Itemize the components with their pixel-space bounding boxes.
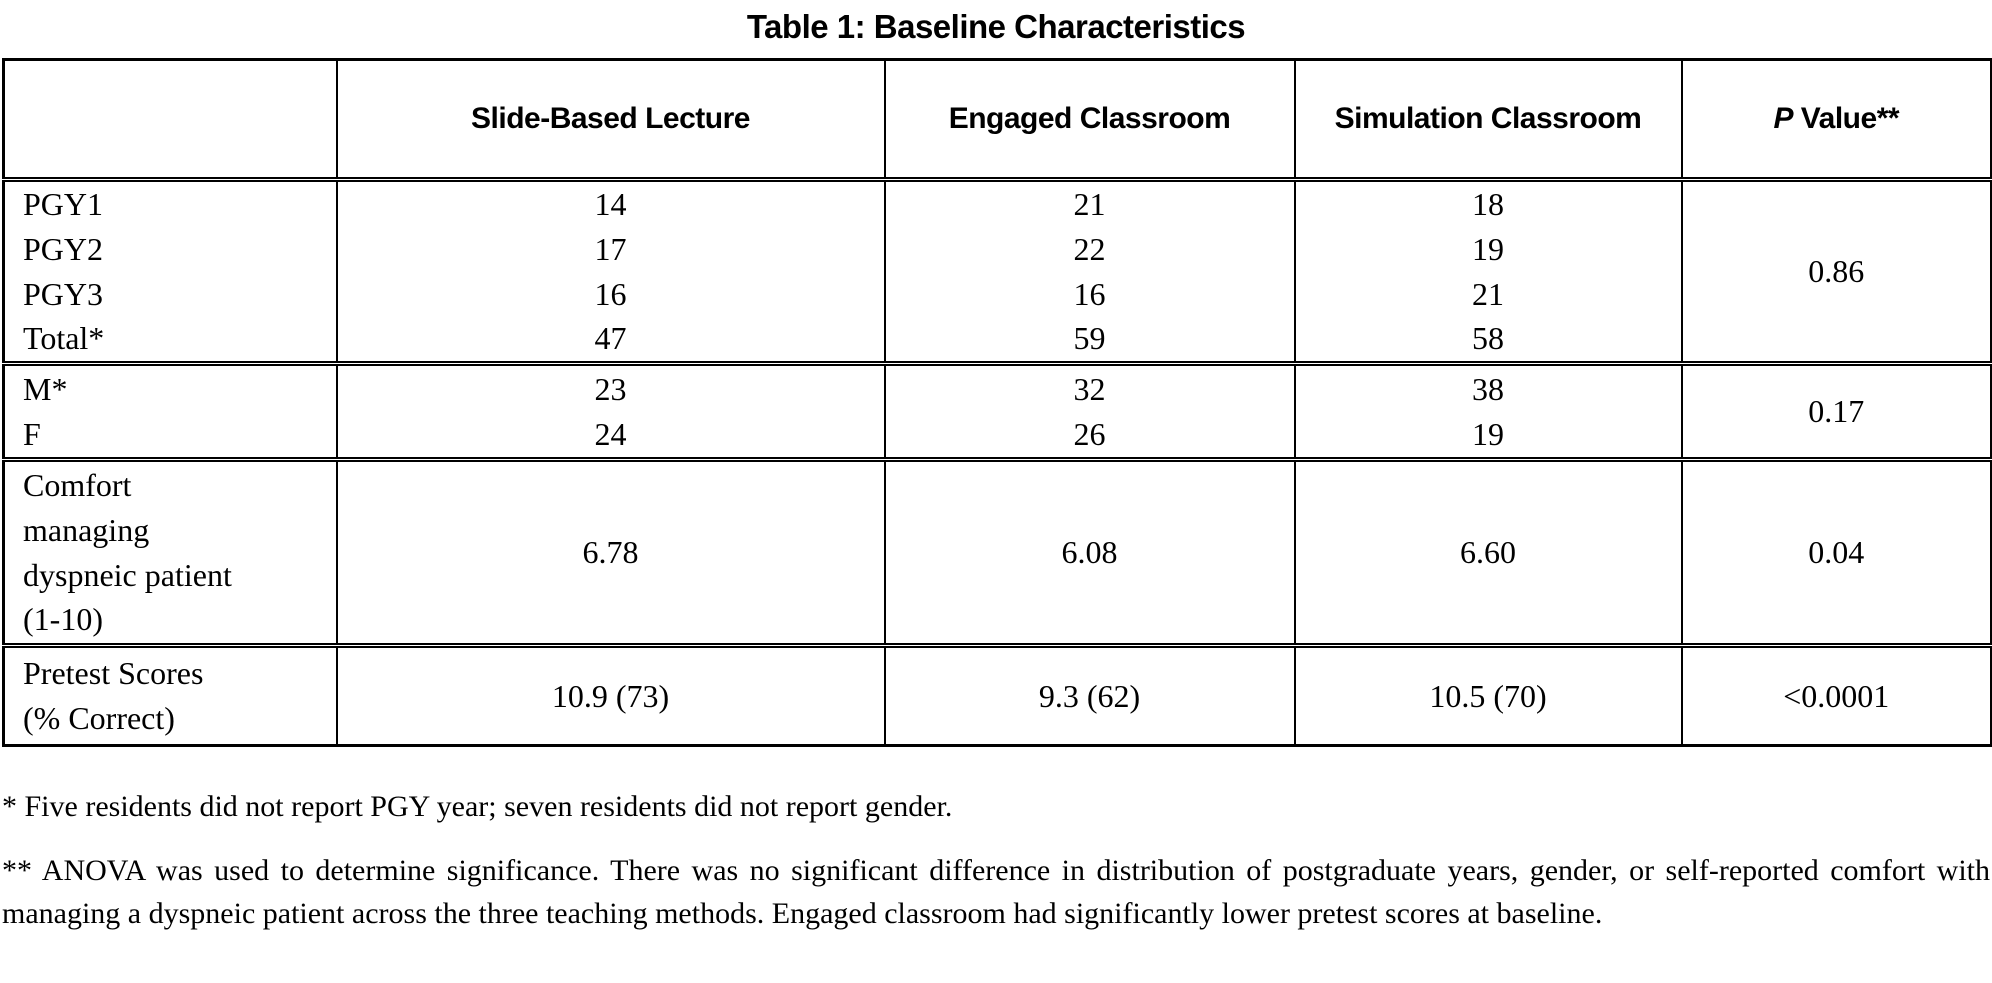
pgy-simulation-values: 18 19 21 58 <box>1293 176 1683 365</box>
table-title: Table 1: Baseline Characteristics <box>746 8 1246 45</box>
row-label-pretest: Pretest Scores (% Correct) <box>2 643 338 747</box>
pretest-slide-value: 10.9 (73) <box>335 643 886 747</box>
table-row-gender: M* F 23 24 32 26 38 19 0.17 <box>2 361 1992 461</box>
header-p-value: P Value** <box>1680 58 1992 181</box>
page: Table 1: Baseline Characteristics Slide-… <box>2 8 1992 931</box>
table-row-pretest: Pretest Scores (% Correct) 10.9 (73) 9.3… <box>2 643 1992 747</box>
gender-simulation-values: 38 19 <box>1293 361 1683 461</box>
comfort-p-value: 0.04 <box>1680 457 1992 647</box>
gender-engaged-values: 32 26 <box>883 361 1296 461</box>
comfort-engaged-value: 6.08 <box>883 457 1296 647</box>
pgy-engaged-values: 21 22 16 59 <box>883 176 1296 365</box>
baseline-characteristics-table: Slide-Based Lecture Engaged Classroom Si… <box>2 58 1992 748</box>
p-value-rest: Value** <box>1792 102 1900 135</box>
footnote-pgy-gender: * Five residents did not report PGY year… <box>2 790 953 824</box>
row-label-comfort: Comfort managing dyspneic patient (1-10) <box>2 457 338 647</box>
p-value-italic-p: P <box>1773 102 1793 135</box>
gender-slide-values: 23 24 <box>335 361 886 461</box>
pretest-engaged-value: 9.3 (62) <box>883 643 1296 747</box>
pretest-p-value: <0.0001 <box>1680 643 1992 747</box>
footnote-anova: ** ANOVA was used to determine significa… <box>2 853 1990 931</box>
comfort-simulation-value: 6.60 <box>1293 457 1683 647</box>
header-engaged-classroom: Engaged Classroom <box>883 58 1296 181</box>
pretest-simulation-value: 10.5 (70) <box>1293 643 1683 747</box>
header-empty-cell <box>2 58 338 181</box>
table-header-row: Slide-Based Lecture Engaged Classroom Si… <box>2 58 1992 181</box>
gender-p-value: 0.17 <box>1680 361 1992 461</box>
row-label-gender: M* F <box>2 361 338 461</box>
header-simulation-classroom: Simulation Classroom <box>1293 58 1683 181</box>
pgy-p-value: 0.86 <box>1680 176 1992 365</box>
comfort-slide-value: 6.78 <box>335 457 886 647</box>
row-label-pgy: PGY1 PGY2 PGY3 Total* <box>2 176 338 365</box>
table-row-comfort: Comfort managing dyspneic patient (1-10)… <box>2 457 1992 647</box>
pgy-slide-values: 14 17 16 47 <box>335 176 886 365</box>
header-slide-based-lecture: Slide-Based Lecture <box>335 58 886 181</box>
table-row-pgy: PGY1 PGY2 PGY3 Total* 14 17 16 47 21 22 … <box>2 176 1992 365</box>
